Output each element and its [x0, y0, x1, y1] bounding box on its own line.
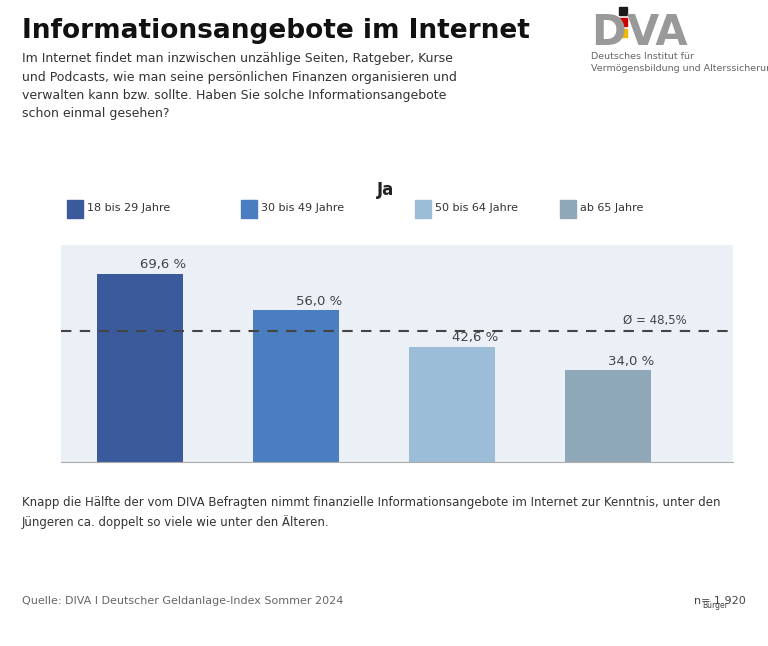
Text: 30 bis 49 Jahre: 30 bis 49 Jahre [261, 203, 344, 213]
Text: 42,6 %: 42,6 % [452, 331, 498, 344]
Bar [619, 7, 627, 15]
Bar [97, 274, 183, 462]
Text: Bürger: Bürger [702, 601, 728, 610]
Text: 34,0 %: 34,0 % [608, 355, 654, 368]
Text: = 1.920: = 1.920 [701, 596, 746, 606]
Text: ab 65 Jahre: ab 65 Jahre [581, 203, 644, 213]
Text: Ja: Ja [377, 181, 395, 199]
Bar [415, 200, 431, 218]
Text: Informationsangebote im Internet: Informationsangebote im Internet [22, 18, 530, 44]
Bar [619, 29, 627, 37]
Text: 69,6 %: 69,6 % [140, 258, 186, 271]
Text: n: n [694, 596, 701, 606]
Text: 50 bis 64 Jahre: 50 bis 64 Jahre [435, 203, 518, 213]
Text: D: D [591, 12, 626, 54]
Bar [619, 18, 627, 26]
Text: Quelle: DIVA I Deutscher Geldanlage-Index Sommer 2024: Quelle: DIVA I Deutscher Geldanlage-Inde… [22, 596, 343, 606]
Bar [67, 200, 82, 218]
Text: Deutsches Institut für
Vermögensbildung und Alterssicherung: Deutsches Institut für Vermögensbildung … [591, 52, 768, 73]
Text: 56,0 %: 56,0 % [296, 295, 342, 308]
Bar [560, 200, 576, 218]
Text: Knapp die Hälfte der vom DIVA Befragten nimmt finanzielle Informationsangebote i: Knapp die Hälfte der vom DIVA Befragten … [22, 495, 720, 528]
Bar [240, 200, 257, 218]
Text: 18 bis 29 Jahre: 18 bis 29 Jahre [87, 203, 170, 213]
Text: Ø = 48,5%: Ø = 48,5% [623, 315, 687, 328]
Text: VA: VA [627, 12, 689, 54]
Text: Im Internet findet man inzwischen unzählige Seiten, Ratgeber, Kurse
und Podcasts: Im Internet findet man inzwischen unzähl… [22, 52, 457, 121]
Bar [253, 311, 339, 462]
Bar [409, 347, 495, 462]
Bar [565, 370, 651, 462]
